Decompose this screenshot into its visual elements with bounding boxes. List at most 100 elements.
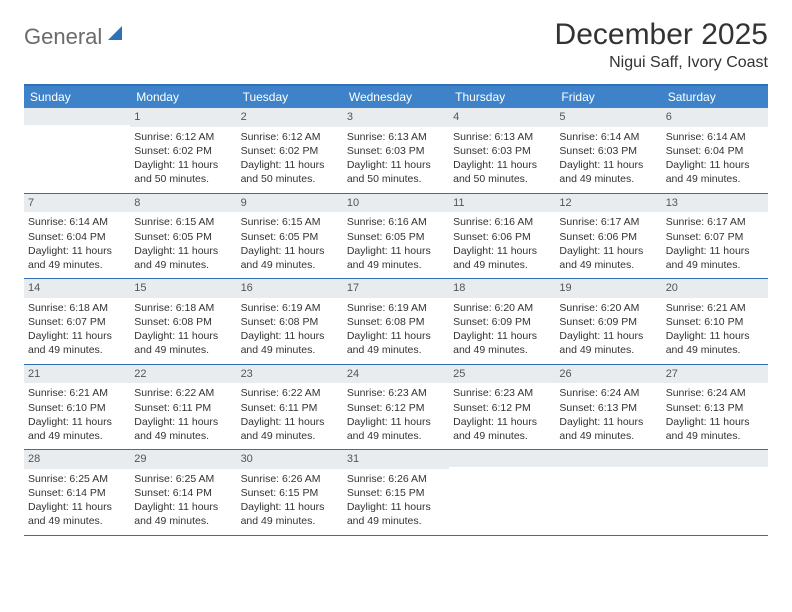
location: Nigui Saff, Ivory Coast xyxy=(555,54,768,72)
sunrise-text: Sunrise: 6:25 AM xyxy=(26,472,128,486)
logo-word1: General xyxy=(24,24,102,50)
day-number xyxy=(449,450,555,467)
daylight-text: Daylight: 11 hours and 49 minutes. xyxy=(664,158,766,186)
sunrise-text: Sunrise: 6:21 AM xyxy=(664,301,766,315)
sunrise-text: Sunrise: 6:22 AM xyxy=(132,386,234,400)
daylight-text: Daylight: 11 hours and 49 minutes. xyxy=(132,500,234,528)
daylight-text: Daylight: 11 hours and 49 minutes. xyxy=(557,158,659,186)
sunrise-text: Sunrise: 6:21 AM xyxy=(26,386,128,400)
sunset-text: Sunset: 6:05 PM xyxy=(132,230,234,244)
daylight-text: Daylight: 11 hours and 49 minutes. xyxy=(345,244,447,272)
day-number: 10 xyxy=(343,194,449,213)
daylight-text: Daylight: 11 hours and 49 minutes. xyxy=(557,415,659,443)
logo: General Blue xyxy=(24,18,126,50)
day-number: 1 xyxy=(130,108,236,127)
day-number: 31 xyxy=(343,450,449,469)
sunrise-text: Sunrise: 6:12 AM xyxy=(239,130,341,144)
dow-cell: Sunday xyxy=(24,86,130,108)
day-cell: 28Sunrise: 6:25 AMSunset: 6:14 PMDayligh… xyxy=(24,450,130,535)
daylight-text: Daylight: 11 hours and 50 minutes. xyxy=(345,158,447,186)
sunset-text: Sunset: 6:03 PM xyxy=(557,144,659,158)
sunrise-text: Sunrise: 6:15 AM xyxy=(132,215,234,229)
day-cell: 10 Sunrise: 6:16 AMSunset: 6:05 PMDayligh… xyxy=(343,194,449,279)
sunset-text: Sunset: 6:05 PM xyxy=(239,230,341,244)
day-number: 4 xyxy=(449,108,555,127)
weeks-container: 1Sunrise: 6:12 AMSunset: 6:02 PMDaylight… xyxy=(24,108,768,536)
daylight-text: Daylight: 11 hours and 49 minutes. xyxy=(345,415,447,443)
day-cell xyxy=(24,108,130,193)
sunrise-text: Sunrise: 6:16 AM xyxy=(451,215,553,229)
day-number: 16 xyxy=(237,279,343,298)
dow-cell: Friday xyxy=(555,86,661,108)
day-cell: 17Sunrise: 6:19 AMSunset: 6:08 PMDayligh… xyxy=(343,279,449,364)
dow-cell: Thursday xyxy=(449,86,555,108)
sunset-text: Sunset: 6:13 PM xyxy=(664,401,766,415)
daylight-text: Daylight: 11 hours and 49 minutes. xyxy=(26,415,128,443)
sunrise-text: Sunrise: 6:25 AM xyxy=(132,472,234,486)
day-number: 25 xyxy=(449,365,555,384)
sunset-text: Sunset: 6:15 PM xyxy=(239,486,341,500)
sunrise-text: Sunrise: 6:16 AM xyxy=(345,215,447,229)
sunrise-text: Sunrise: 6:19 AM xyxy=(345,301,447,315)
day-number: 5 xyxy=(555,108,661,127)
daylight-text: Daylight: 11 hours and 49 minutes. xyxy=(451,415,553,443)
day-cell: 19Sunrise: 6:20 AMSunset: 6:09 PMDayligh… xyxy=(555,279,661,364)
day-cell: 30Sunrise: 6:26 AMSunset: 6:15 PMDayligh… xyxy=(237,450,343,535)
sunset-text: Sunset: 6:07 PM xyxy=(26,315,128,329)
daylight-text: Daylight: 11 hours and 49 minutes. xyxy=(26,244,128,272)
sunset-text: Sunset: 6:10 PM xyxy=(664,315,766,329)
day-cell: 13Sunrise: 6:17 AMSunset: 6:07 PMDayligh… xyxy=(662,194,768,279)
daylight-text: Daylight: 11 hours and 49 minutes. xyxy=(239,329,341,357)
sunset-text: Sunset: 6:13 PM xyxy=(557,401,659,415)
day-number: 20 xyxy=(662,279,768,298)
sunset-text: Sunset: 6:15 PM xyxy=(345,486,447,500)
logo-sail-icon xyxy=(106,24,126,44)
day-cell: 4Sunrise: 6:13 AMSunset: 6:03 PMDaylight… xyxy=(449,108,555,193)
sunset-text: Sunset: 6:05 PM xyxy=(345,230,447,244)
day-number: 7 xyxy=(24,194,130,213)
day-cell: 25Sunrise: 6:23 AMSunset: 6:12 PMDayligh… xyxy=(449,365,555,450)
day-number: 6 xyxy=(662,108,768,127)
sunset-text: Sunset: 6:08 PM xyxy=(239,315,341,329)
daylight-text: Daylight: 11 hours and 49 minutes. xyxy=(239,500,341,528)
sunset-text: Sunset: 6:03 PM xyxy=(345,144,447,158)
daylight-text: Daylight: 11 hours and 49 minutes. xyxy=(239,415,341,443)
week-row: 14Sunrise: 6:18 AMSunset: 6:07 PMDayligh… xyxy=(24,279,768,365)
week-row: 7Sunrise: 6:14 AMSunset: 6:04 PMDaylight… xyxy=(24,194,768,280)
daylight-text: Daylight: 11 hours and 49 minutes. xyxy=(239,244,341,272)
sunrise-text: Sunrise: 6:20 AM xyxy=(451,301,553,315)
day-cell: 22Sunrise: 6:22 AMSunset: 6:11 PMDayligh… xyxy=(130,365,236,450)
day-cell: 8Sunrise: 6:15 AMSunset: 6:05 PMDaylight… xyxy=(130,194,236,279)
week-row: 21Sunrise: 6:21 AMSunset: 6:10 PMDayligh… xyxy=(24,365,768,451)
sunset-text: Sunset: 6:14 PM xyxy=(26,486,128,500)
daylight-text: Daylight: 11 hours and 49 minutes. xyxy=(26,329,128,357)
week-row: 28Sunrise: 6:25 AMSunset: 6:14 PMDayligh… xyxy=(24,450,768,536)
day-number xyxy=(662,450,768,467)
sunset-text: Sunset: 6:06 PM xyxy=(557,230,659,244)
day-number: 23 xyxy=(237,365,343,384)
dow-cell: Wednesday xyxy=(343,86,449,108)
daylight-text: Daylight: 11 hours and 49 minutes. xyxy=(132,244,234,272)
day-cell: 15Sunrise: 6:18 AMSunset: 6:08 PMDayligh… xyxy=(130,279,236,364)
sunset-text: Sunset: 6:03 PM xyxy=(451,144,553,158)
day-number: 11 xyxy=(449,194,555,213)
day-cell: 2Sunrise: 6:12 AMSunset: 6:02 PMDaylight… xyxy=(237,108,343,193)
day-number xyxy=(555,450,661,467)
dow-cell: Tuesday xyxy=(237,86,343,108)
sunset-text: Sunset: 6:08 PM xyxy=(132,315,234,329)
dow-cell: Saturday xyxy=(662,86,768,108)
day-number: 17 xyxy=(343,279,449,298)
sunrise-text: Sunrise: 6:13 AM xyxy=(451,130,553,144)
sunrise-text: Sunrise: 6:22 AM xyxy=(239,386,341,400)
day-number: 24 xyxy=(343,365,449,384)
day-number: 12 xyxy=(555,194,661,213)
sunrise-text: Sunrise: 6:14 AM xyxy=(664,130,766,144)
day-number: 27 xyxy=(662,365,768,384)
sunset-text: Sunset: 6:12 PM xyxy=(451,401,553,415)
week-row: 1Sunrise: 6:12 AMSunset: 6:02 PMDaylight… xyxy=(24,108,768,194)
sunset-text: Sunset: 6:08 PM xyxy=(345,315,447,329)
daylight-text: Daylight: 11 hours and 49 minutes. xyxy=(451,329,553,357)
day-number: 18 xyxy=(449,279,555,298)
day-cell xyxy=(555,450,661,535)
sunset-text: Sunset: 6:04 PM xyxy=(664,144,766,158)
